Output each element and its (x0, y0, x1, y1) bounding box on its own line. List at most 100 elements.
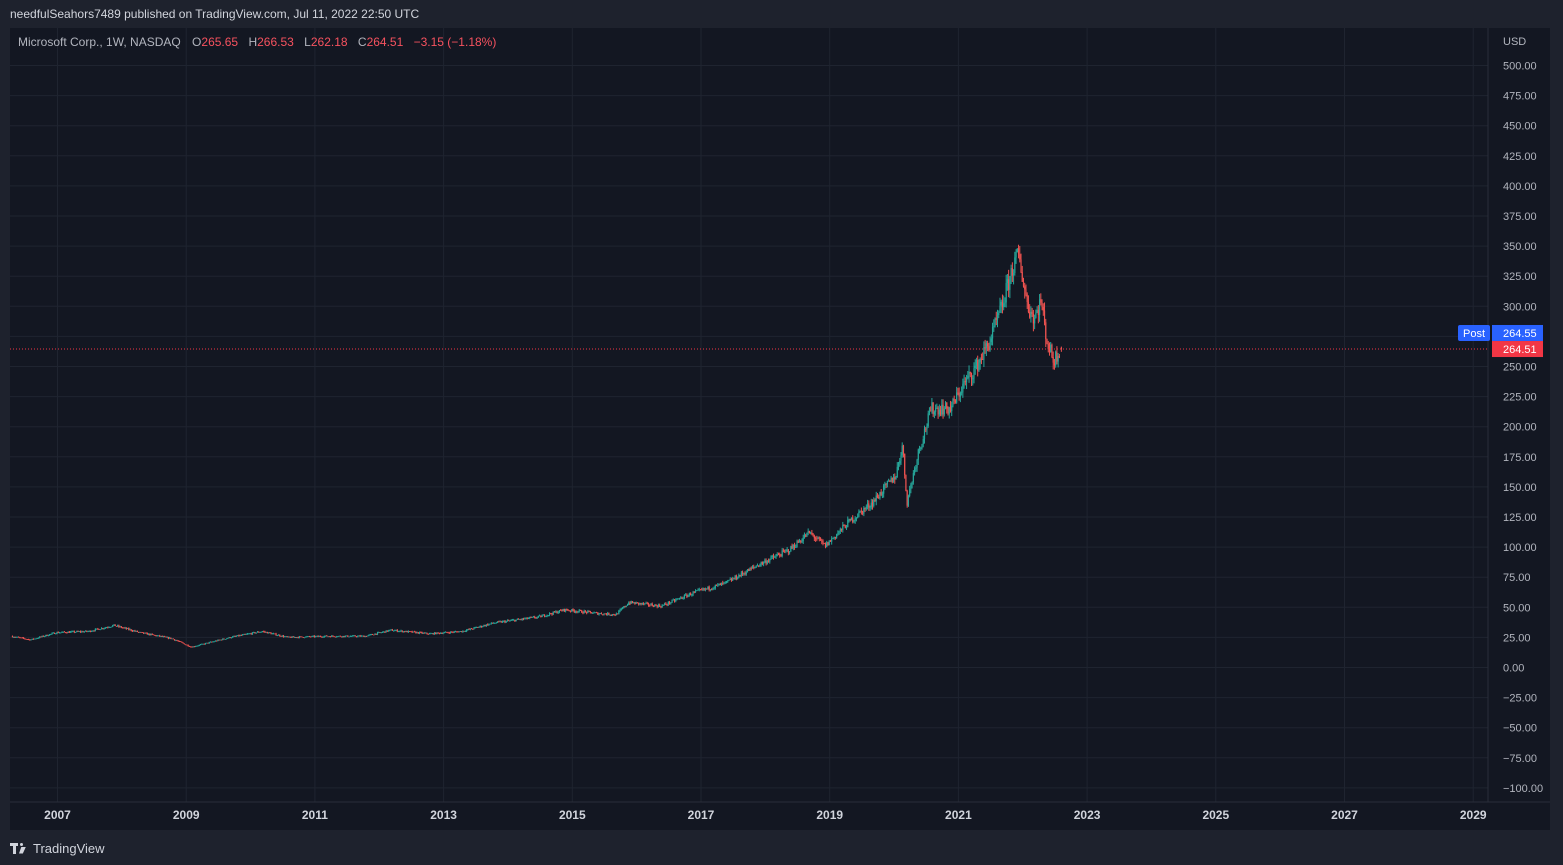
candle (519, 619, 521, 621)
candle (785, 549, 787, 552)
candle (159, 635, 161, 637)
candle (212, 641, 214, 643)
price-axis-label: 100.00 (1503, 542, 1537, 554)
candle (469, 628, 471, 630)
candle (326, 635, 328, 637)
candle (462, 630, 464, 633)
candle (67, 631, 69, 633)
candle (657, 604, 660, 608)
candle (600, 613, 603, 615)
candle (556, 611, 558, 614)
candle (714, 584, 716, 588)
candle (368, 634, 370, 636)
candle (511, 619, 514, 621)
candle (938, 409, 940, 415)
candle (93, 630, 95, 632)
candle (925, 428, 927, 430)
candle (296, 637, 298, 639)
candle (1016, 248, 1018, 253)
time-axis-label: 2011 (302, 808, 328, 822)
candle (468, 629, 470, 630)
candle (140, 632, 142, 633)
candle (459, 631, 462, 632)
candle (175, 640, 177, 642)
candle (677, 598, 679, 600)
candle (406, 630, 408, 633)
candle (889, 480, 891, 482)
candle (56, 632, 58, 634)
candle (82, 631, 84, 633)
candle (425, 632, 427, 634)
candle (970, 373, 973, 380)
change-value: −3.15 (−1.18%) (413, 35, 497, 49)
candle (821, 540, 823, 542)
candle (974, 365, 976, 369)
candle (74, 632, 77, 633)
high-label: H (248, 35, 258, 49)
post-market-badge[interactable] (1458, 324, 1490, 341)
candle (242, 634, 244, 636)
candle (712, 588, 714, 590)
candle (461, 631, 463, 633)
tradingview-brand[interactable]: TradingView (10, 841, 105, 856)
candle (734, 575, 736, 579)
candle (266, 632, 268, 634)
candle (105, 627, 108, 629)
post-market-badge-label: Post (1463, 328, 1485, 340)
candle (232, 636, 234, 638)
candle (391, 629, 393, 631)
candle (329, 636, 332, 638)
candle (749, 567, 751, 572)
candle (336, 636, 338, 638)
candle (227, 638, 229, 639)
price-axis-label: 475.00 (1503, 91, 1537, 103)
candle (264, 631, 266, 633)
candle (475, 627, 478, 628)
candle (503, 620, 505, 622)
candle (394, 630, 396, 632)
candle (220, 639, 223, 641)
candle (229, 637, 231, 638)
candle (171, 638, 173, 640)
candle (126, 628, 129, 630)
candle (693, 591, 695, 593)
candle (204, 643, 207, 645)
candle (464, 631, 466, 633)
candle (802, 537, 804, 542)
chart-area[interactable] (10, 28, 1550, 830)
candle (42, 635, 44, 637)
candle (546, 615, 548, 617)
candle (670, 602, 672, 604)
candle (1027, 301, 1030, 313)
candle (610, 614, 613, 616)
candle (680, 597, 682, 599)
candle (891, 477, 893, 483)
candle (597, 612, 599, 615)
candle (761, 562, 763, 565)
candle (432, 633, 434, 635)
candle (526, 617, 528, 619)
candle (599, 613, 601, 615)
candle (932, 402, 934, 415)
candle (845, 527, 848, 529)
candle (1004, 302, 1006, 304)
candle (537, 615, 539, 617)
candle (270, 632, 272, 635)
candle (151, 633, 153, 635)
candle (431, 633, 433, 635)
candle (688, 593, 690, 596)
candle (540, 615, 542, 618)
candle (348, 636, 350, 638)
candle (608, 612, 610, 615)
candle (753, 566, 755, 568)
candle (560, 610, 562, 611)
candle (76, 631, 78, 633)
candle (499, 621, 501, 623)
candle (456, 631, 458, 633)
candle (300, 636, 302, 638)
candle (828, 540, 830, 546)
candle (483, 625, 485, 627)
price-axis-label: 225.00 (1503, 392, 1537, 404)
symbol-title[interactable]: Microsoft Corp., 1W, NASDAQ (18, 35, 181, 49)
